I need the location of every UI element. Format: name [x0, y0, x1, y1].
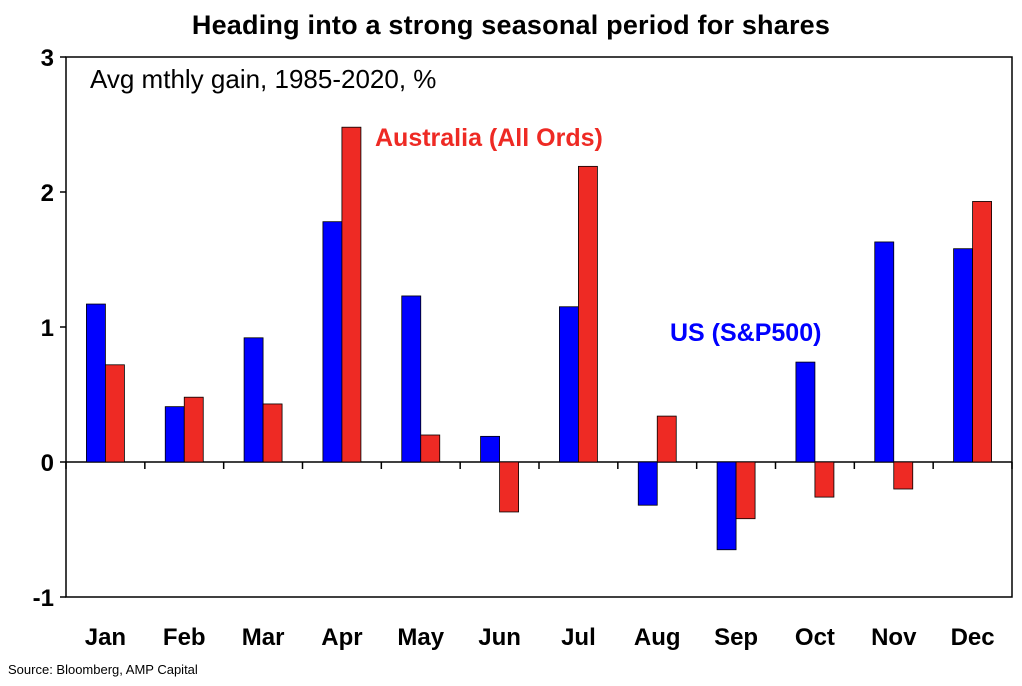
y-tick-label: 2	[41, 180, 54, 207]
x-tick-label: Nov	[871, 624, 917, 651]
bar-australia-dec	[972, 201, 992, 463]
bar-australia-aug	[656, 415, 677, 463]
x-tick-label: Jun	[478, 624, 521, 651]
y-tick-label: 1	[41, 315, 54, 342]
bar-australia-oct	[814, 461, 835, 498]
bar-us-jun	[480, 435, 500, 463]
bar-us-may	[401, 295, 422, 463]
bar-australia-jan	[105, 364, 125, 463]
x-tick-label: Aug	[634, 624, 681, 651]
bar-us-aug	[637, 461, 658, 506]
x-tick-label: Jul	[561, 624, 596, 651]
y-tick-label: -1	[33, 585, 54, 612]
bar-us-oct	[795, 361, 816, 463]
bar-us-nov	[874, 241, 895, 463]
chart-title: Heading into a strong seasonal period fo…	[191, 10, 831, 40]
bar-australia-jun	[499, 461, 519, 513]
annotation-australia: Australia (All Ords)	[375, 124, 603, 152]
source-note: Source: Bloomberg, AMP Capital	[8, 662, 198, 677]
labels: -1 0 1 2 3 Jan Feb Mar Apr May Jun Jul Aug Sep Oct Nov D…	[33, 45, 995, 651]
bar-australia-mar	[262, 403, 283, 463]
bar-us-apr	[322, 221, 343, 463]
x-tick-label: Sep	[714, 624, 758, 651]
bar-us-dec	[953, 248, 973, 463]
bar-us-feb	[164, 406, 185, 463]
x-tick-label: Dec	[951, 624, 995, 651]
y-tick-label: 0	[41, 450, 54, 477]
x-tick-label: Feb	[163, 624, 206, 651]
x-tick-label: Oct	[795, 624, 835, 651]
chart-subtitle: Avg mthly gain, 1985-2020, %	[90, 64, 436, 94]
axes	[60, 56, 1013, 598]
bar-us-jul	[559, 306, 579, 463]
x-tick-label: Mar	[242, 624, 285, 651]
bar-australia-nov	[893, 461, 914, 490]
x-tick-label: Jan	[85, 624, 126, 651]
bar-australia-may	[420, 434, 441, 463]
bar-australia-sep	[735, 461, 756, 520]
bar-us-jan	[86, 303, 106, 463]
x-tick-label: Apr	[321, 624, 362, 651]
bar-australia-apr	[341, 126, 362, 463]
bar-australia-feb	[183, 396, 204, 463]
bar-us-mar	[243, 337, 264, 463]
annotation-us: US (S&P500)	[670, 319, 821, 347]
bar-australia-jul	[578, 165, 598, 463]
x-tick-label: May	[397, 624, 444, 651]
bar-us-sep	[716, 461, 737, 551]
y-tick-label: 3	[41, 45, 54, 72]
bars	[86, 126, 992, 551]
